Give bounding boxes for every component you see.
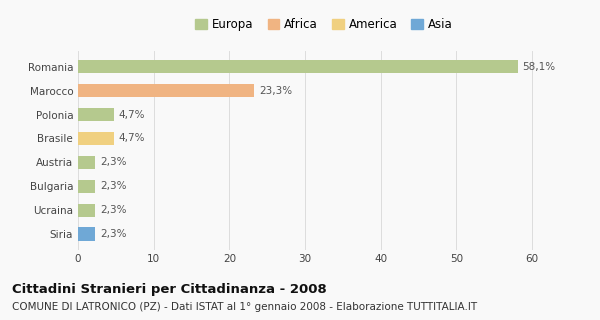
Text: COMUNE DI LATRONICO (PZ) - Dati ISTAT al 1° gennaio 2008 - Elaborazione TUTTITAL: COMUNE DI LATRONICO (PZ) - Dati ISTAT al… [12,302,477,312]
Legend: Europa, Africa, America, Asia: Europa, Africa, America, Asia [191,13,457,36]
Text: 4,7%: 4,7% [118,109,145,120]
Bar [78,156,95,169]
Bar [78,108,113,121]
Text: Cittadini Stranieri per Cittadinanza - 2008: Cittadini Stranieri per Cittadinanza - 2… [12,283,327,296]
Bar [78,180,95,193]
Text: 2,3%: 2,3% [100,229,127,239]
Text: 4,7%: 4,7% [118,133,145,143]
Text: 2,3%: 2,3% [100,157,127,167]
Bar [78,60,518,73]
Bar [78,204,95,217]
Bar [78,132,113,145]
Text: 23,3%: 23,3% [259,86,292,96]
Bar [78,84,254,97]
Text: 2,3%: 2,3% [100,205,127,215]
Text: 2,3%: 2,3% [100,181,127,191]
Text: 58,1%: 58,1% [523,62,556,72]
Bar [78,228,95,241]
